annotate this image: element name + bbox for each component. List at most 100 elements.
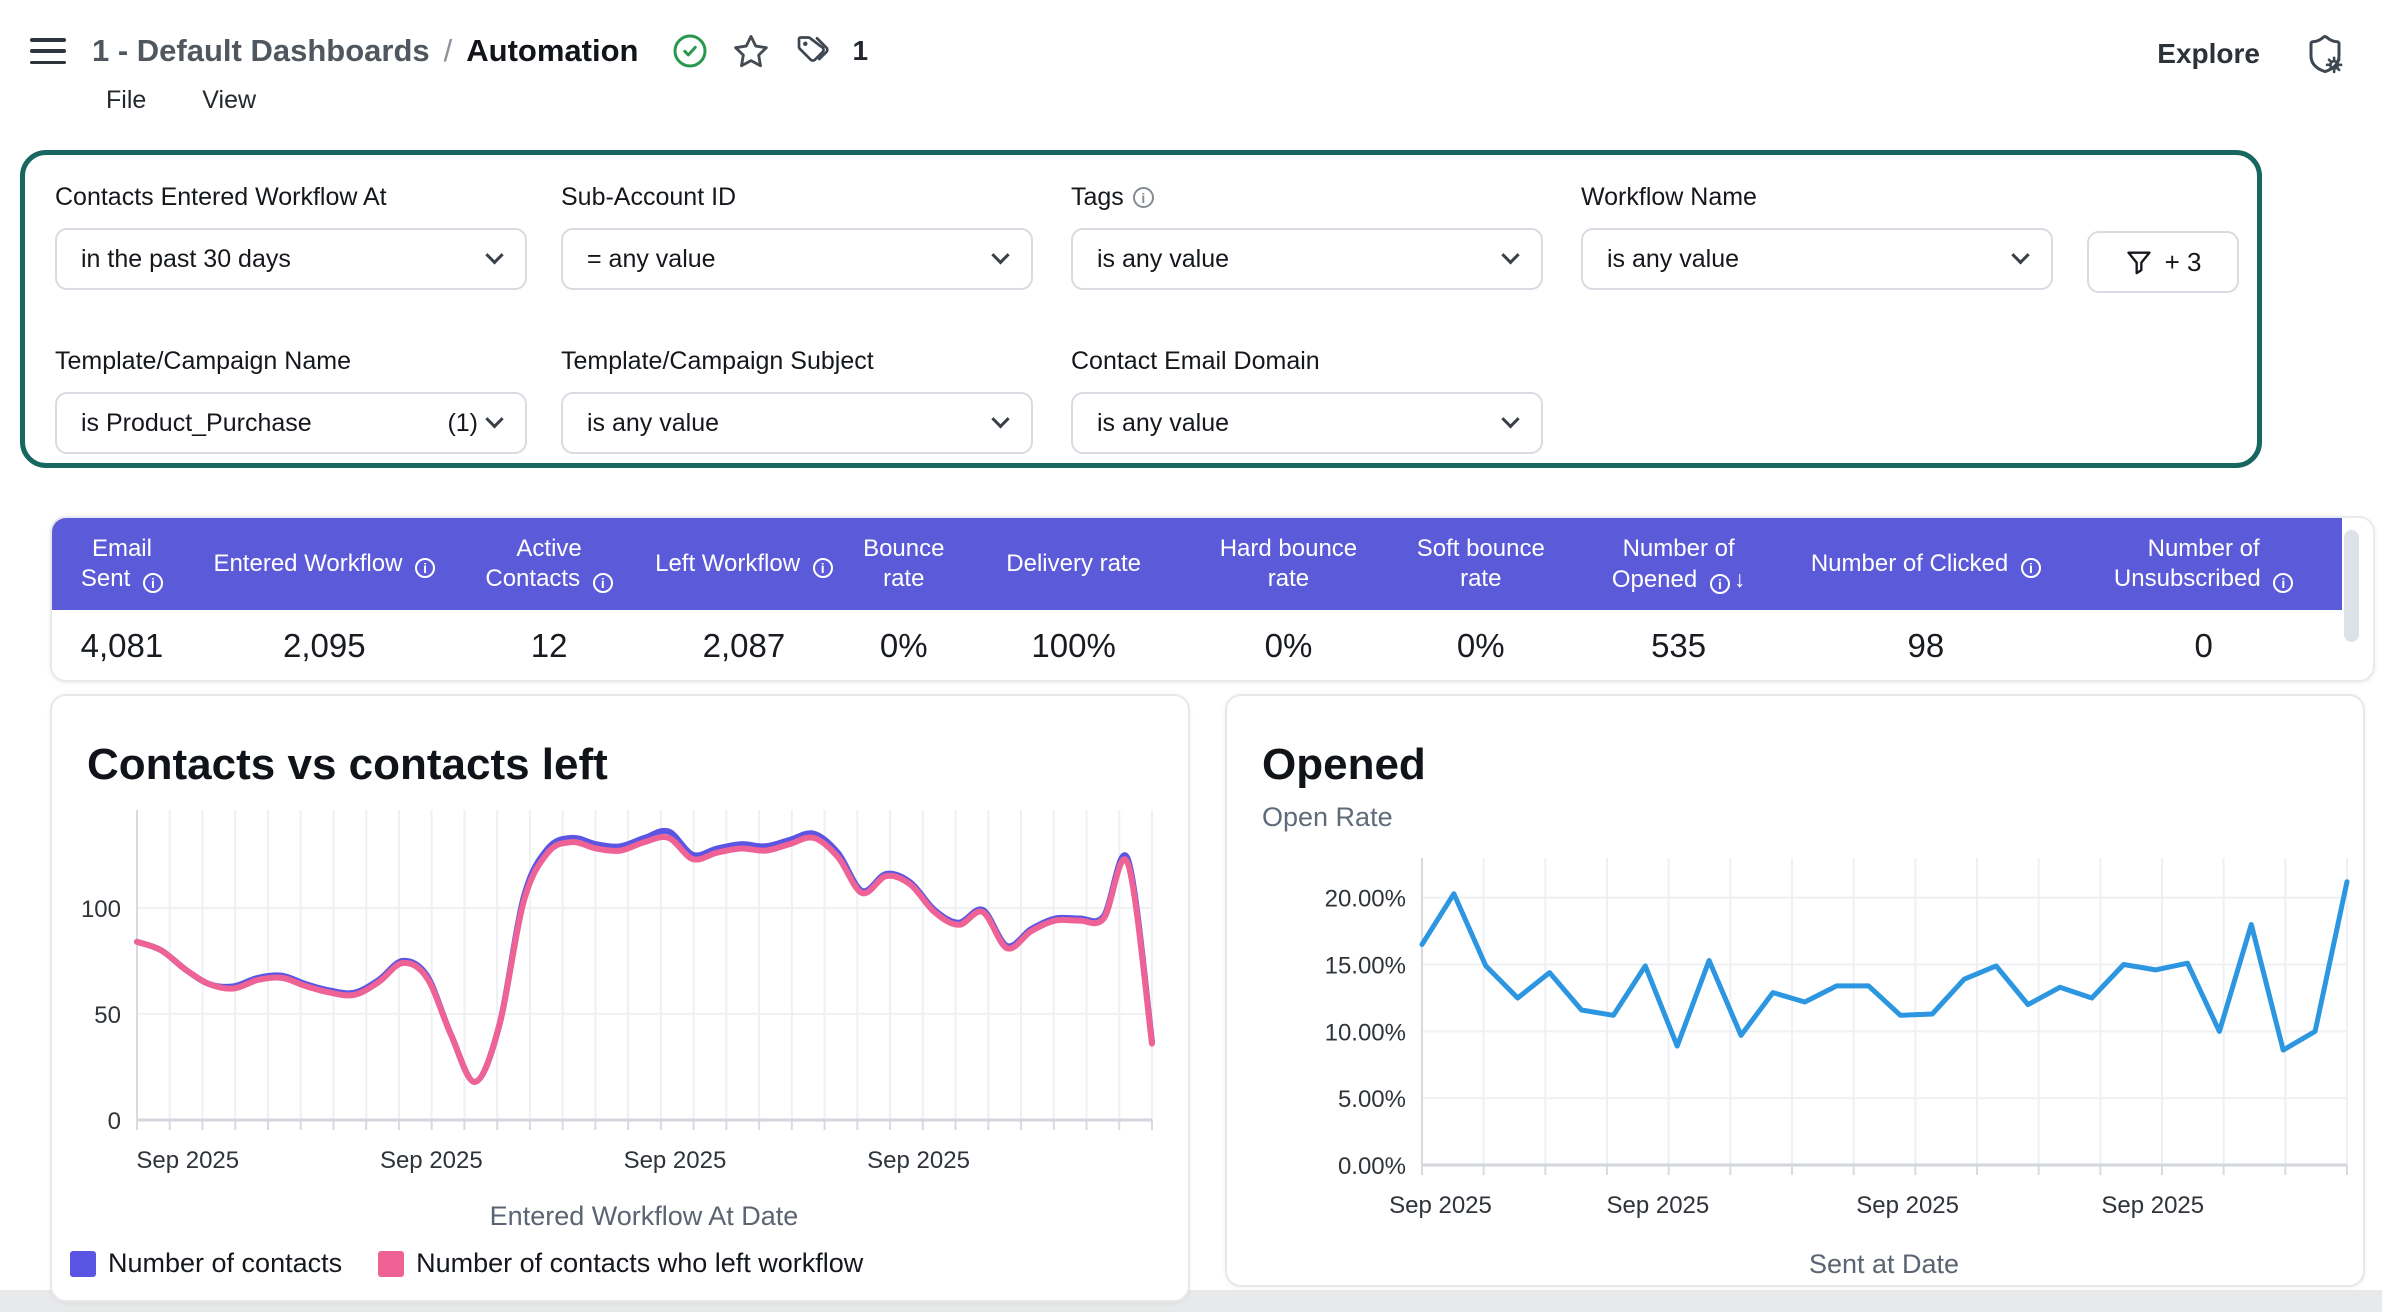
legend-swatch — [70, 1250, 96, 1277]
column-header-hard-bounce-rate[interactable]: Hard bounce rate — [1219, 535, 1358, 592]
table-scrollbar[interactable] — [2344, 530, 2359, 642]
breadcrumb-separator: / — [443, 33, 453, 68]
chevron-down-icon — [991, 245, 1010, 264]
x-axis-title: Entered Workflow At Date — [489, 1201, 799, 1231]
summary-table-header: Email Sent i Entered Workflow i Active Con… — [52, 518, 2342, 610]
info-icon[interactable]: i — [592, 573, 613, 593]
filter-template-campaign-subject: Template/Campaign Subject is any value — [561, 347, 1033, 454]
column-header-number-of-unsubscribed[interactable]: Number of Unsubscribed i — [2065, 534, 2342, 594]
filter-label: Template/Campaign Subject — [561, 347, 874, 375]
svg-text:Sep 2025: Sep 2025 — [1856, 1192, 1959, 1219]
filter-select-contact-email-domain[interactable]: is any value — [1071, 392, 1543, 454]
chevron-down-icon — [1501, 409, 1520, 428]
info-icon[interactable]: i — [1709, 573, 1730, 594]
stat-value-delivery-rate: 100% — [1031, 627, 1116, 664]
chevron-down-icon — [485, 245, 504, 264]
breadcrumb-parent[interactable]: 1 - Default Dashboards — [92, 33, 430, 68]
stat-value-hard-bounce-rate: 0% — [1264, 627, 1313, 664]
filter-select-tags[interactable]: is any value — [1071, 228, 1543, 290]
summary-table-values: 4,081 2,095 12 2,087 0% 100% 0% 0% 535 98 0 — [52, 610, 2342, 682]
svg-text:5.00%: 5.00% — [1338, 1086, 1406, 1113]
legend-label: Number of contacts who left workflow — [416, 1248, 864, 1278]
filter-label: Workflow Name — [1581, 183, 1757, 211]
opened-line-chart[interactable]: 0.00% 5.00% 10.00% 15.00% 20.00% Sep 2025 Sep … — [1227, 846, 2365, 1238]
stat-value-number-of-unsubscribed: 0 — [2194, 627, 2213, 664]
svg-text:Sep 2025: Sep 2025 — [2101, 1192, 2204, 1219]
chevron-down-icon — [1501, 245, 1520, 264]
shield-gear-icon[interactable] — [2304, 32, 2346, 76]
info-icon[interactable]: i — [415, 558, 436, 578]
filter-sub-account-id: Sub-Account ID = any value — [561, 183, 1033, 290]
column-header-delivery-rate[interactable]: Delivery rate — [1006, 550, 1141, 577]
contacts-chart-card: Contacts vs contacts left 0 50 100 Sep 2025… — [50, 694, 1190, 1302]
column-header-bounce-rate[interactable]: Bounce rate — [863, 535, 945, 592]
column-header-entered-workflow[interactable]: Entered Workflow i — [192, 549, 457, 579]
menu-bar: File View — [106, 86, 256, 115]
filter-value: is any value — [1097, 408, 1230, 437]
filter-label: Contact Email Domain — [1071, 347, 1320, 375]
filter-contacts-entered-workflow-at: Contacts Entered Workflow At in the past … — [55, 183, 527, 290]
column-header-soft-bounce-rate[interactable]: Soft bounce rate — [1416, 535, 1545, 592]
filter-select-sub-account-id[interactable]: = any value — [561, 228, 1033, 290]
chart-title: Contacts vs contacts left — [87, 740, 608, 789]
info-icon[interactable]: i — [142, 573, 163, 593]
svg-text:10.00%: 10.00% — [1325, 1019, 1406, 1046]
favorite-star-icon[interactable] — [732, 32, 770, 70]
info-icon[interactable]: i — [2020, 558, 2041, 578]
filter-contact-email-domain: Contact Email Domain is any value — [1071, 347, 1543, 454]
svg-text:20.00%: 20.00% — [1325, 886, 1406, 913]
menu-item-view[interactable]: View — [202, 86, 257, 114]
filter-value: = any value — [587, 244, 716, 273]
filter-value: in the past 30 days — [81, 244, 291, 273]
svg-text:Sep 2025: Sep 2025 — [1606, 1192, 1709, 1219]
info-icon[interactable]: i — [2273, 573, 2294, 593]
column-header-number-of-opened[interactable]: Number of Opened i ↓ — [1611, 534, 1746, 594]
stat-value-left-workflow: 2,087 — [702, 627, 786, 664]
page-title: Automation — [466, 33, 639, 68]
opened-chart-card: Opened Open Rate 0.00% 5.00% 10.00% 15.00% 2… — [1225, 694, 2365, 1287]
chart-subtitle: Open Rate — [1262, 802, 1393, 832]
stat-value-number-of-clicked: 98 — [1907, 627, 1945, 664]
info-icon[interactable]: i — [1132, 187, 1154, 208]
explore-button[interactable]: Explore — [2157, 38, 2260, 69]
stat-value-entered-workflow: 2,095 — [282, 627, 366, 664]
breadcrumb: 1 - Default Dashboards / Automation — [92, 33, 638, 69]
funnel-icon — [2126, 251, 2151, 275]
menu-item-file[interactable]: File — [106, 86, 147, 114]
svg-text:15.00%: 15.00% — [1325, 953, 1406, 980]
filter-value: is any value — [587, 408, 720, 437]
legend-item-number-of-contacts[interactable]: Number of contacts — [70, 1248, 342, 1279]
column-header-active-contacts[interactable]: Active Contacts i — [457, 534, 642, 594]
sort-desc-icon[interactable]: ↓ — [1733, 565, 1746, 592]
x-axis-title: Sent at Date — [1808, 1249, 1960, 1279]
filter-select-template-campaign-subject[interactable]: is any value — [561, 392, 1033, 454]
filter-select-workflow-name[interactable]: is any value — [1581, 228, 2053, 290]
column-header-email-sent[interactable]: Email Sent i — [52, 534, 192, 594]
tags-icon[interactable] — [794, 33, 834, 69]
info-icon[interactable]: i — [812, 558, 833, 578]
legend-label: Number of contacts — [108, 1248, 343, 1278]
svg-text:Sep 2025: Sep 2025 — [136, 1147, 239, 1174]
menu-icon[interactable] — [30, 38, 66, 64]
svg-text:Sep 2025: Sep 2025 — [1389, 1192, 1492, 1219]
svg-text:Sep 2025: Sep 2025 — [380, 1147, 483, 1174]
filter-panel: Contacts Entered Workflow At in the past … — [20, 150, 2262, 468]
filter-value: is any value — [1607, 244, 1740, 273]
stat-value-number-of-opened: 535 — [1651, 627, 1707, 664]
legend-item-number-of-contacts-who-left-workflow[interactable]: Number of contacts who left workflow — [378, 1248, 863, 1279]
filter-select-template-campaign-name[interactable]: is Product_Purchase (1) — [55, 392, 527, 454]
filter-label: Template/Campaign Name — [55, 347, 351, 375]
filter-template-campaign-name: Template/Campaign Name is Product_Purchas… — [55, 347, 527, 454]
chart-title: Opened — [1262, 740, 1426, 789]
stat-value-soft-bounce-rate: 0% — [1456, 627, 1505, 664]
filter-select-contacts-entered-workflow-at[interactable]: in the past 30 days — [55, 228, 527, 290]
column-header-number-of-clicked[interactable]: Number of Clicked i — [1787, 549, 2066, 579]
chart-legend: Number of contacts Number of contacts who… — [70, 1248, 863, 1279]
svg-text:0: 0 — [108, 1108, 121, 1135]
contacts-line-chart[interactable]: 0 50 100 Sep 2025 Sep 2025 Sep 2025 Sep 2025 — [52, 796, 1190, 1190]
filter-value: is any value — [1097, 244, 1230, 273]
filter-label: Tags i — [1071, 183, 1543, 212]
column-header-left-workflow[interactable]: Left Workflow i — [642, 549, 847, 579]
more-filters-button[interactable]: + 3 — [2087, 231, 2239, 293]
chevron-down-icon — [991, 409, 1010, 428]
